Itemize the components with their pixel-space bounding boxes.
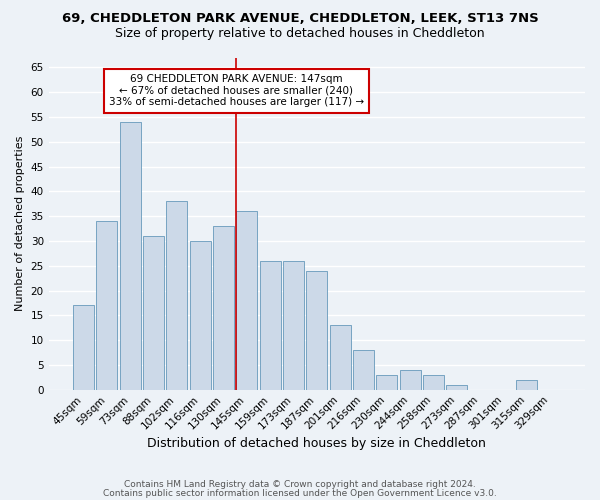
Bar — [143, 236, 164, 390]
Bar — [236, 211, 257, 390]
Bar — [190, 241, 211, 390]
Text: Contains public sector information licensed under the Open Government Licence v3: Contains public sector information licen… — [103, 488, 497, 498]
Bar — [400, 370, 421, 390]
Bar — [283, 261, 304, 390]
Bar — [376, 375, 397, 390]
Bar — [423, 375, 444, 390]
Bar — [213, 226, 234, 390]
Bar — [120, 122, 140, 390]
Text: Size of property relative to detached houses in Cheddleton: Size of property relative to detached ho… — [115, 28, 485, 40]
Bar — [353, 350, 374, 390]
Bar — [97, 221, 118, 390]
Bar — [260, 261, 281, 390]
Bar — [516, 380, 537, 390]
Y-axis label: Number of detached properties: Number of detached properties — [15, 136, 25, 312]
Bar — [73, 306, 94, 390]
X-axis label: Distribution of detached houses by size in Cheddleton: Distribution of detached houses by size … — [148, 437, 486, 450]
Text: 69 CHEDDLETON PARK AVENUE: 147sqm
← 67% of detached houses are smaller (240)
33%: 69 CHEDDLETON PARK AVENUE: 147sqm ← 67% … — [109, 74, 364, 108]
Bar — [307, 270, 328, 390]
Bar — [166, 202, 187, 390]
Bar — [446, 385, 467, 390]
Text: 69, CHEDDLETON PARK AVENUE, CHEDDLETON, LEEK, ST13 7NS: 69, CHEDDLETON PARK AVENUE, CHEDDLETON, … — [62, 12, 538, 26]
Bar — [329, 326, 350, 390]
Text: Contains HM Land Registry data © Crown copyright and database right 2024.: Contains HM Land Registry data © Crown c… — [124, 480, 476, 489]
